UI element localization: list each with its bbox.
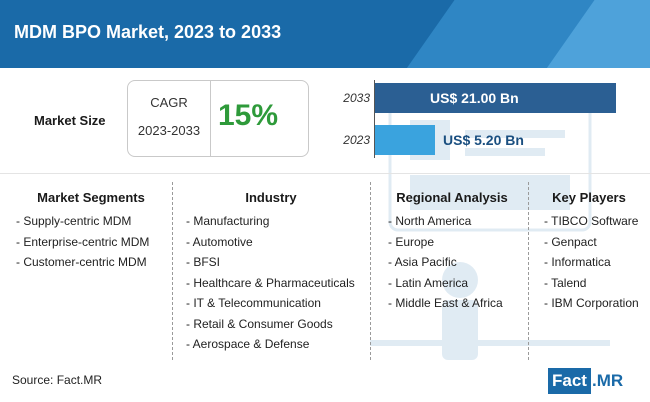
segment-heading: Market Segments bbox=[37, 190, 145, 205]
segment-item: - BFSI bbox=[186, 255, 221, 269]
segment-item: - Manufacturing bbox=[186, 214, 270, 228]
segment-heading: Regional Analysis bbox=[396, 190, 508, 205]
segment-column: Market Segments - Supply-centric MDM - Ent… bbox=[12, 190, 170, 275]
segment-item: - North America bbox=[388, 214, 472, 228]
segment-item: - Customer-centric MDM bbox=[16, 255, 147, 269]
segment-item: - Talend bbox=[544, 275, 587, 290]
cagr-value: 15% bbox=[218, 99, 279, 132]
bar-2023 bbox=[375, 125, 435, 155]
market-size-label: Market Size bbox=[34, 113, 106, 128]
segment-item: - Middle East & Africa bbox=[388, 296, 503, 310]
column-divider bbox=[370, 182, 371, 360]
cagr-label: CAGR bbox=[150, 95, 188, 110]
segment-item: - Europe bbox=[388, 234, 435, 249]
segment-item: - IBM Corporation bbox=[544, 296, 639, 310]
source-note: Source: Fact.MR bbox=[12, 373, 103, 387]
cagr-period: 2023-2033 bbox=[137, 123, 201, 138]
segment-item: - Informatica bbox=[544, 255, 611, 269]
cagr-divider bbox=[210, 81, 211, 156]
bar-value-label: US$ 5.20 Bn bbox=[443, 132, 524, 148]
bar-axis bbox=[374, 80, 375, 158]
bar-2033 bbox=[375, 83, 616, 113]
header-banner: MDM BPO Market, 2023 to 2033 bbox=[0, 0, 650, 68]
segment-item: - TIBCO Software bbox=[544, 214, 639, 228]
segment-item: - Retail & Consumer Goods bbox=[186, 316, 333, 331]
segment-item: - Latin America bbox=[388, 275, 469, 290]
bar-value-label: US$ 21.00 Bn bbox=[430, 90, 519, 106]
logo-dot: . bbox=[591, 371, 597, 390]
segment-column: Industry - Manufacturing - Automotive - BFS… bbox=[176, 190, 366, 357]
bar-year-label: 2023 bbox=[343, 133, 370, 147]
segment-item: - Healthcare & Pharmaceuticals bbox=[186, 275, 355, 290]
segment-item: - Supply-centric MDM bbox=[16, 214, 132, 228]
column-divider bbox=[528, 182, 529, 360]
column-divider bbox=[172, 182, 173, 360]
segment-item: - IT & Telecommunication bbox=[186, 296, 321, 310]
segment-heading: Key Players bbox=[552, 190, 626, 205]
segment-column: Regional Analysis - North America - Europe… bbox=[378, 190, 526, 316]
section-rule bbox=[0, 173, 650, 174]
segment-item: - Asia Pacific bbox=[388, 255, 457, 269]
logo-fact-text: Fact bbox=[548, 368, 591, 394]
logo-mr-text: MR bbox=[596, 371, 624, 390]
cagr-box: CAGR 2023-2033 15% bbox=[127, 80, 309, 157]
segment-column: Key Players - TIBCO Software - Genpact - In… bbox=[534, 190, 644, 316]
segment-item: - Automotive bbox=[186, 234, 253, 249]
segment-item: - Aerospace & Defense bbox=[186, 337, 310, 351]
segment-item: - Enterprise-centric MDM bbox=[16, 234, 150, 249]
segment-heading: Industry bbox=[245, 190, 297, 205]
bar-year-label: 2033 bbox=[343, 91, 370, 105]
background-illustration bbox=[370, 98, 610, 360]
factmr-logo: Fact . MR bbox=[548, 368, 623, 394]
page-title: MDM BPO Market, 2023 to 2033 bbox=[14, 22, 282, 42]
segment-item: - Genpact bbox=[544, 234, 597, 249]
